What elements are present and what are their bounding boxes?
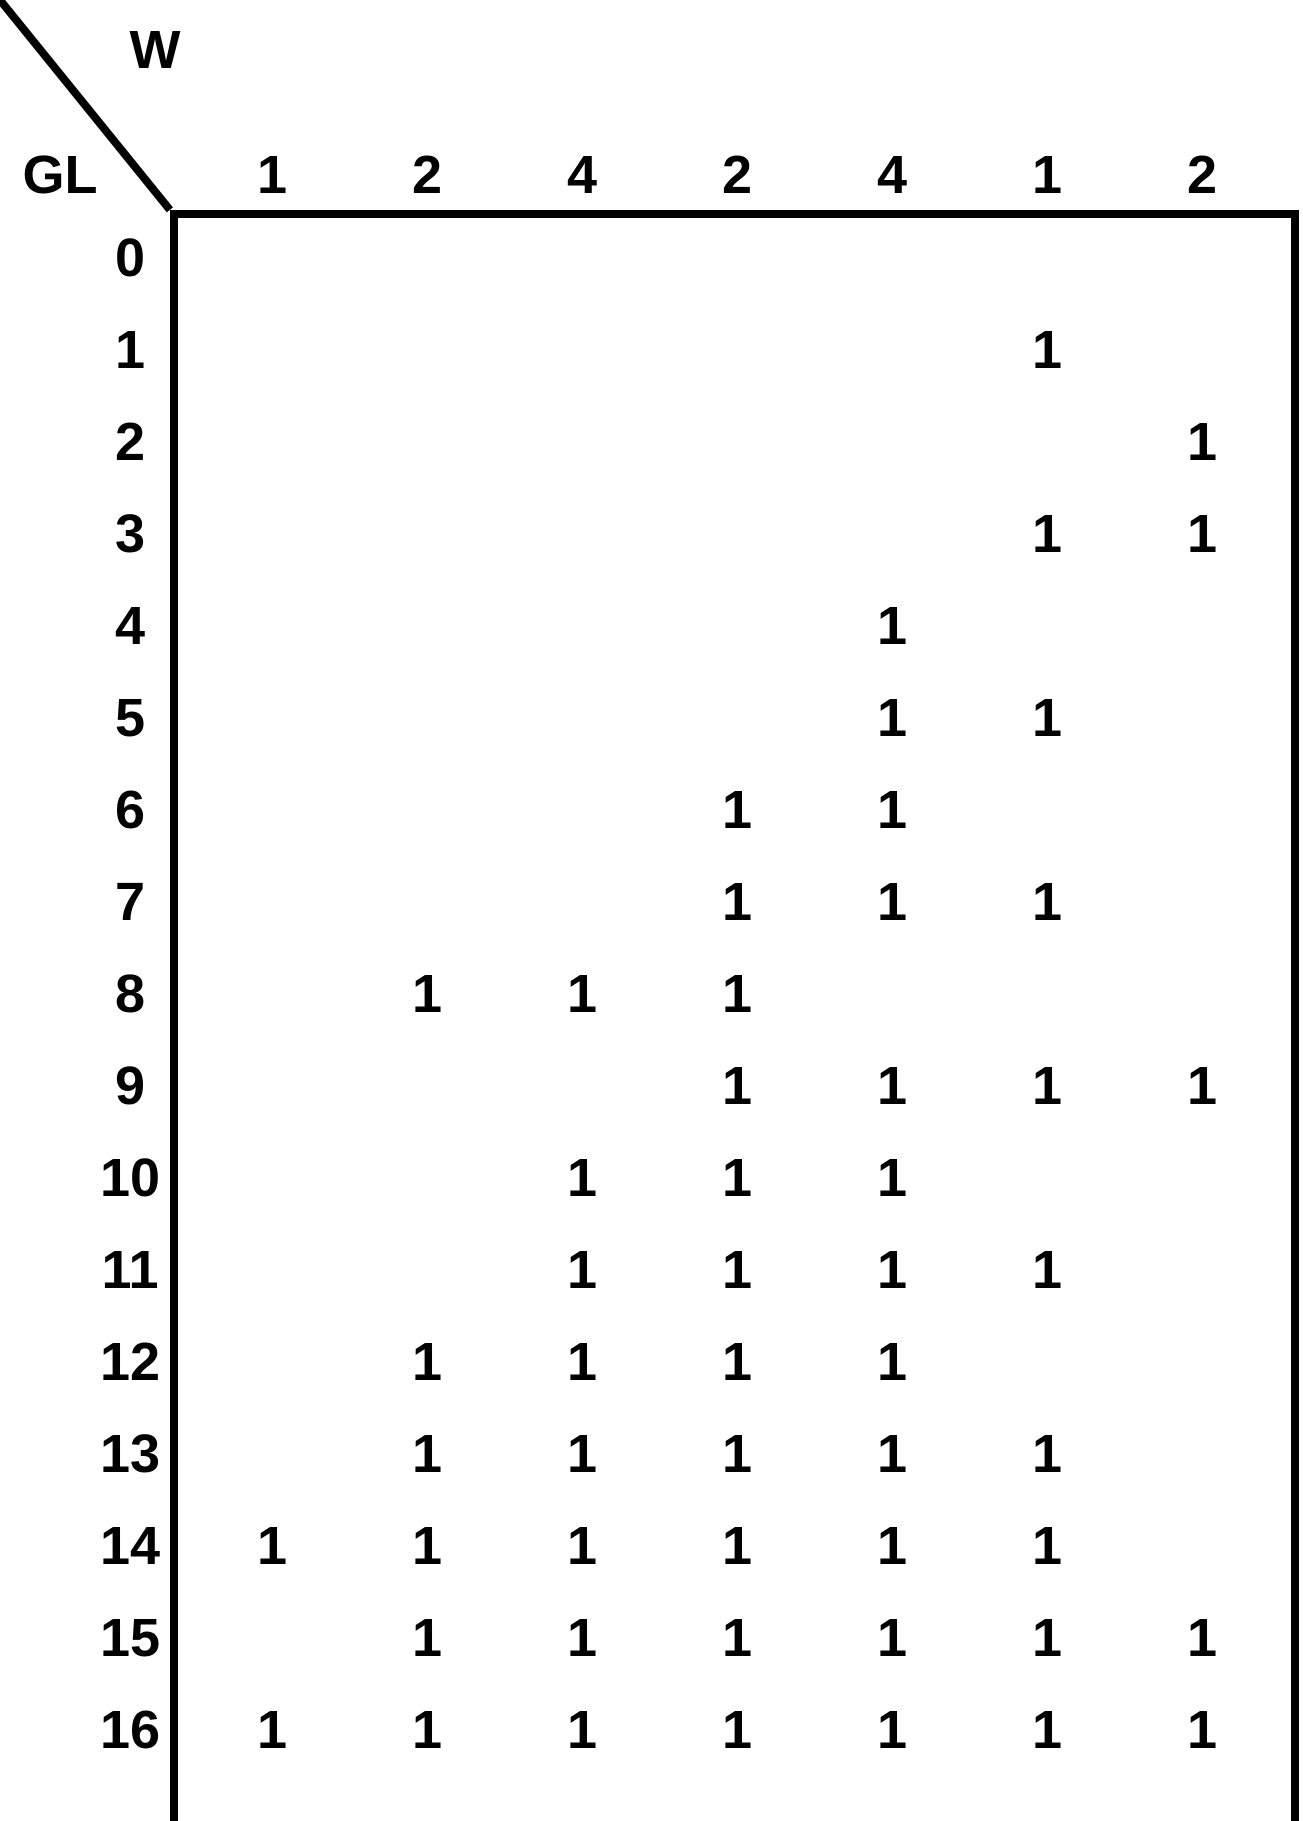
- cell-value: 1: [412, 963, 442, 1025]
- cell-value: 1: [722, 871, 752, 933]
- w-label: W: [130, 19, 181, 81]
- cell-value: 1: [1032, 871, 1062, 933]
- col-header: 2: [1187, 144, 1217, 206]
- cell-value: 1: [722, 1239, 752, 1301]
- col-header: 4: [567, 144, 597, 206]
- cell-value: 1: [1032, 1515, 1062, 1577]
- col-header: 1: [1032, 144, 1062, 206]
- cell-value: 1: [877, 1699, 907, 1761]
- row-header: 7: [115, 871, 145, 933]
- cell-value: 1: [1187, 1699, 1217, 1761]
- row-header: 16: [100, 1699, 160, 1761]
- cell-value: 1: [412, 1423, 442, 1485]
- cell-value: 1: [1032, 1055, 1062, 1117]
- cell-value: 1: [877, 1239, 907, 1301]
- cell-value: 1: [1032, 503, 1062, 565]
- row-header: 13: [100, 1423, 160, 1485]
- cell-value: 1: [412, 1331, 442, 1393]
- row-header: 11: [101, 1239, 158, 1301]
- cell-value: 1: [567, 1699, 597, 1761]
- cell-value: 1: [722, 1331, 752, 1393]
- cell-value: 1: [412, 1607, 442, 1669]
- cell-value: 1: [877, 1423, 907, 1485]
- cell-value: 1: [722, 1607, 752, 1669]
- row-header: 15: [100, 1607, 160, 1669]
- col-header: 1: [257, 144, 287, 206]
- cell-value: 1: [722, 1147, 752, 1209]
- cell-value: 1: [1187, 411, 1217, 473]
- row-header: 0: [115, 227, 145, 289]
- cell-value: 1: [722, 963, 752, 1025]
- row-header: 14: [100, 1515, 160, 1577]
- cell-value: 1: [722, 1699, 752, 1761]
- row-header: 9: [115, 1055, 145, 1117]
- row-header: 4: [115, 595, 145, 657]
- cell-value: 1: [1032, 1699, 1062, 1761]
- cell-value: 1: [412, 1515, 442, 1577]
- cell-value: 1: [877, 1055, 907, 1117]
- cell-value: 1: [1032, 1423, 1062, 1485]
- row-header: 8: [115, 963, 145, 1025]
- cell-value: 1: [1032, 319, 1062, 381]
- cell-value: 1: [877, 687, 907, 749]
- row-header: 12: [100, 1331, 160, 1393]
- col-header: 2: [722, 144, 752, 206]
- row-header: 3: [115, 503, 145, 565]
- row-header: 6: [115, 779, 145, 841]
- cell-value: 1: [877, 779, 907, 841]
- cell-value: 1: [567, 963, 597, 1025]
- cell-value: 1: [257, 1699, 287, 1761]
- cell-value: 1: [257, 1515, 287, 1577]
- cell-value: 1: [412, 1699, 442, 1761]
- gl-label: GL: [23, 144, 98, 206]
- cell-value: 1: [877, 1515, 907, 1577]
- cell-value: 1: [567, 1239, 597, 1301]
- cell-value: 1: [877, 1147, 907, 1209]
- cell-value: 1: [877, 1331, 907, 1393]
- row-header: 2: [115, 411, 145, 473]
- cell-value: 1: [567, 1515, 597, 1577]
- row-header: 10: [100, 1147, 160, 1209]
- cell-value: 1: [877, 595, 907, 657]
- cell-value: 1: [722, 1423, 752, 1485]
- cell-value: 1: [877, 1607, 907, 1669]
- cell-value: 1: [722, 779, 752, 841]
- weight-gl-table: W GL 12424120123456789101112131415161111…: [0, 0, 1303, 1821]
- cell-value: 1: [722, 1055, 752, 1117]
- cell-value: 1: [567, 1147, 597, 1209]
- col-header: 2: [412, 144, 442, 206]
- cell-value: 1: [1187, 1055, 1217, 1117]
- cell-value: 1: [567, 1423, 597, 1485]
- cell-value: 1: [567, 1607, 597, 1669]
- cell-value: 1: [1187, 1607, 1217, 1669]
- cell-value: 1: [1032, 687, 1062, 749]
- row-header: 1: [115, 319, 145, 381]
- cell-value: 1: [877, 871, 907, 933]
- cell-value: 1: [1187, 503, 1217, 565]
- cell-value: 1: [722, 1515, 752, 1577]
- cell-value: 1: [1032, 1239, 1062, 1301]
- col-header: 4: [877, 144, 907, 206]
- row-header: 5: [115, 687, 145, 749]
- cell-value: 1: [567, 1331, 597, 1393]
- cell-value: 1: [1032, 1607, 1062, 1669]
